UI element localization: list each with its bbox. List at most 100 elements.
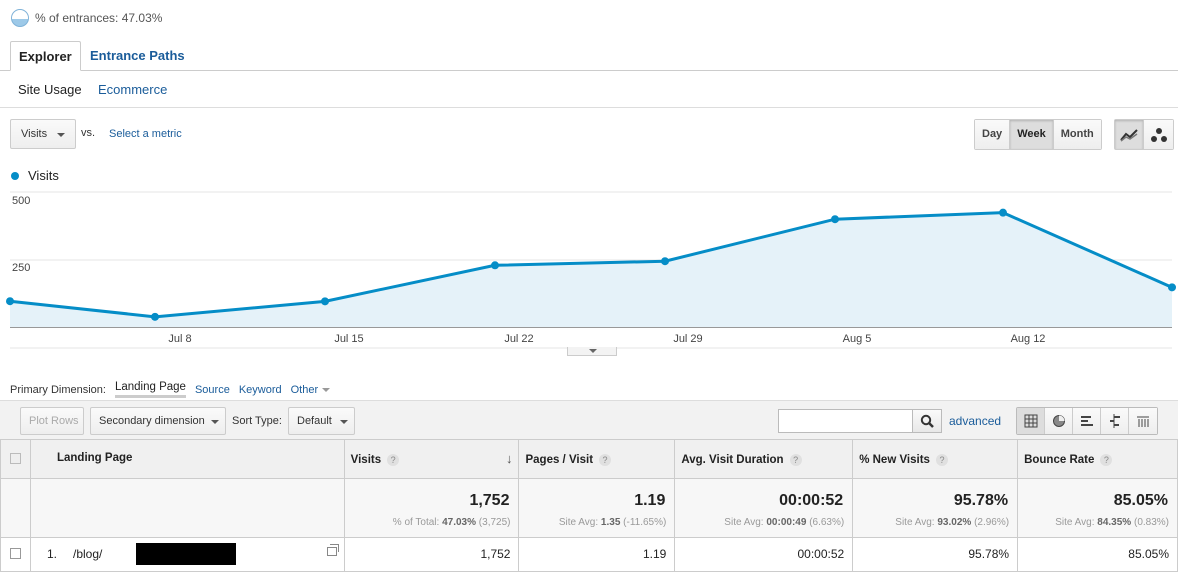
sort-down-arrow-icon: ↓: [505, 451, 513, 466]
secondary-dimension-dropdown[interactable]: Secondary dimension: [90, 407, 226, 435]
subtab-site-usage[interactable]: Site Usage: [18, 82, 82, 97]
col-new-visits[interactable]: % New Visits?: [852, 439, 1019, 479]
chart-legend: Visits: [11, 168, 59, 183]
row-new-visits: 95.78%: [852, 537, 1019, 572]
x-tick-label: Aug 5: [843, 333, 872, 345]
data-point: [999, 208, 1007, 217]
table-view-selector: [1016, 407, 1158, 435]
totals-label-cell: [29, 478, 345, 538]
help-icon[interactable]: ?: [935, 454, 948, 466]
x-tick-label: Jul 8: [168, 333, 191, 345]
line-chart-button[interactable]: [1115, 120, 1144, 149]
pie-chart-icon: [11, 9, 29, 27]
entrances-summary-text: % of entrances: 47.03%: [35, 11, 163, 25]
explorer-subtabs: Site Usage Ecommerce: [0, 72, 1178, 108]
col-pages-per-visit[interactable]: Pages / Visit?: [518, 439, 676, 479]
landing-page-link[interactable]: /blog/: [72, 547, 103, 561]
help-icon[interactable]: ?: [789, 454, 802, 466]
bubbles-icon: [1150, 127, 1167, 142]
data-point: [6, 297, 14, 306]
help-icon[interactable]: ?: [387, 454, 400, 466]
chart-type-selector: [1114, 119, 1174, 150]
help-icon[interactable]: ?: [1100, 454, 1113, 466]
motion-chart-button[interactable]: [1144, 120, 1173, 149]
x-tick-label: Jul 29: [673, 333, 702, 345]
total-visits: 1,752% of Total: 47.03% (3,725): [343, 478, 520, 538]
table-header-row: Landing Page Visits? ↓ Pages / Visit? Avg…: [0, 439, 1178, 479]
legend-dot-icon: [11, 171, 19, 180]
col-bounce-rate[interactable]: Bounce Rate?: [1017, 439, 1178, 479]
comparison-view-button[interactable]: [1101, 408, 1129, 434]
row-checkbox[interactable]: [10, 548, 21, 559]
dimension-other[interactable]: Other: [291, 384, 331, 396]
select-all-checkbox[interactable]: [10, 453, 21, 464]
table-totals-row: 1,752% of Total: 47.03% (3,725) 1.19 Site…: [0, 478, 1178, 538]
dimension-source[interactable]: Source: [194, 383, 230, 396]
chevron-down-icon: [57, 133, 65, 137]
data-point: [321, 297, 329, 306]
tab-entrance-paths[interactable]: Entrance Paths: [90, 48, 185, 63]
total-avg-duration: 00:00:52 Site Avg: 00:00:49 (6.63%): [674, 478, 854, 538]
chevron-down-icon: [322, 387, 331, 392]
plot-rows-button[interactable]: Plot Rows: [20, 407, 84, 435]
chevron-down-icon: [211, 420, 219, 424]
primary-dimension-bar: Primary Dimension: Landing Page Source K…: [10, 381, 331, 398]
table-toolbar: Plot Rows Secondary dimension Sort Type:…: [0, 400, 1178, 440]
table-row: 1. /blog/ 1,752 1.19 00:00:52 95.78% 85.…: [0, 537, 1178, 572]
pie-icon: [1052, 415, 1065, 427]
y-tick-label: 500: [12, 195, 30, 207]
advanced-filter-link[interactable]: advanced: [949, 414, 1002, 428]
help-icon[interactable]: ?: [599, 454, 612, 466]
data-point: [1168, 283, 1176, 292]
x-tick-label: Jul 22: [504, 333, 533, 345]
select-all-cell: [0, 439, 31, 479]
metric-dropdown[interactable]: Visits: [10, 119, 76, 149]
row-select-cell: [0, 537, 31, 572]
metric-dropdown-label: Visits: [21, 128, 48, 140]
external-link-icon[interactable]: [326, 544, 339, 556]
month-button[interactable]: Month: [1053, 120, 1101, 149]
subtab-ecommerce[interactable]: Ecommerce: [98, 82, 168, 97]
visits-area: [10, 212, 1172, 327]
dimension-other-label: Other: [290, 383, 319, 396]
x-tick-label: Jul 15: [334, 333, 363, 345]
visits-chart: 500 250 Jul 8 Jul 15 Jul 22 Jul 29 Aug 5 Aug 1…: [6, 191, 1176, 349]
vs-label: vs.: [81, 127, 96, 139]
landing-page-cell: 1. /blog/: [29, 537, 345, 572]
legend-label: Visits: [28, 168, 59, 183]
entrances-summary: % of entrances: 47.03%: [11, 9, 162, 27]
pie-view-button[interactable]: [1045, 408, 1073, 434]
col-avg-visit-duration[interactable]: Avg. Visit Duration?: [674, 439, 854, 479]
total-new-visits: 95.78% Site Avg: 93.02% (2.96%): [852, 478, 1019, 538]
col-landing-page[interactable]: Landing Page: [29, 439, 345, 479]
select-metric-link[interactable]: Select a metric: [109, 128, 182, 140]
total-bounce-rate: 85.05% Site Avg: 84.35% (0.83%): [1017, 478, 1178, 538]
grid-table-icon: [1024, 414, 1037, 428]
dimension-landing-page[interactable]: Landing Page: [114, 381, 186, 398]
primary-dimension-label: Primary Dimension:: [10, 383, 106, 396]
landing-page-table: Landing Page Visits? ↓ Pages / Visit? Avg…: [0, 439, 1178, 572]
sort-type-dropdown[interactable]: Default: [288, 407, 355, 435]
pivot-view-button[interactable]: [1129, 408, 1157, 434]
tab-explorer[interactable]: Explorer: [10, 41, 81, 71]
comparison-icon: [1109, 414, 1120, 428]
sort-type-value: Default: [297, 415, 332, 427]
week-button[interactable]: Week: [1010, 120, 1054, 149]
chevron-down-icon: [340, 420, 348, 424]
row-pages-per-visit: 1.19: [518, 537, 676, 572]
row-bounce-rate: 85.05%: [1017, 537, 1178, 572]
row-visits: 1,752: [343, 537, 520, 572]
day-button[interactable]: Day: [975, 120, 1011, 149]
search-button[interactable]: [912, 409, 942, 433]
chevron-down-icon: [589, 349, 597, 353]
sort-type-label: Sort Type:: [232, 415, 282, 427]
data-point: [491, 261, 499, 270]
visits-line: [9, 211, 1173, 319]
performance-view-button[interactable]: [1073, 408, 1101, 434]
data-table-view-button[interactable]: [1017, 408, 1045, 434]
dimension-keyword[interactable]: Keyword: [238, 383, 282, 396]
pivot-icon: [1137, 416, 1149, 427]
chart-collapse-handle[interactable]: [567, 347, 617, 356]
table-search-input[interactable]: [778, 409, 913, 433]
col-visits[interactable]: Visits? ↓: [343, 439, 520, 479]
